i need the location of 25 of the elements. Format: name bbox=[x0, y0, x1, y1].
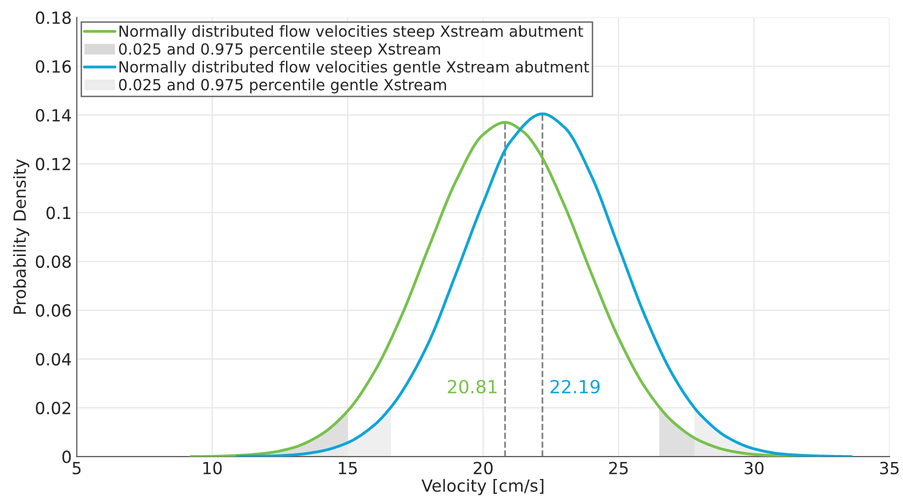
y-tick-label: 0.12 bbox=[36, 158, 70, 170]
ref-line-label: 22.19 bbox=[550, 380, 600, 394]
y-tick-label: 0.08 bbox=[36, 255, 71, 268]
x-tick-label: 5 bbox=[72, 462, 81, 474]
y-tick-label: 0.02 bbox=[36, 402, 70, 414]
x-tick-label: 35 bbox=[880, 462, 899, 474]
legend-label: Normally distributed flow velocities gentle Xstream abutment bbox=[120, 60, 590, 76]
y-tick-label: 0.04 bbox=[36, 352, 71, 366]
x-tick-label: 15 bbox=[338, 462, 357, 474]
x-tick-label: 25 bbox=[609, 462, 628, 474]
y-tick-label: 0.1 bbox=[46, 206, 70, 220]
x-axis-title: Velocity [cm/s] bbox=[422, 478, 544, 496]
y-axis-title: Probability Density bbox=[13, 159, 30, 314]
x-tick-label: 10 bbox=[203, 462, 222, 474]
ref-line-label: 20.81 bbox=[448, 380, 497, 394]
x-tick-label: 30 bbox=[744, 462, 764, 474]
y-tick-label: 0.18 bbox=[36, 11, 71, 24]
y-tick-label: 0 bbox=[62, 450, 71, 464]
y-tick-label: 0.16 bbox=[36, 60, 71, 73]
x-tick-label: 20 bbox=[474, 462, 493, 474]
y-tick-label: 0.06 bbox=[36, 304, 71, 317]
legend-label: 0.025 and 0.975 percentile steep Xstream bbox=[119, 42, 440, 58]
legend-label: 0.025 and 0.975 percentile gentle Xstream bbox=[119, 78, 446, 94]
y-tick-label: 0.14 bbox=[36, 109, 71, 122]
legend-label: Normally distributed flow velocities steep Xstream abutment bbox=[120, 25, 584, 40]
